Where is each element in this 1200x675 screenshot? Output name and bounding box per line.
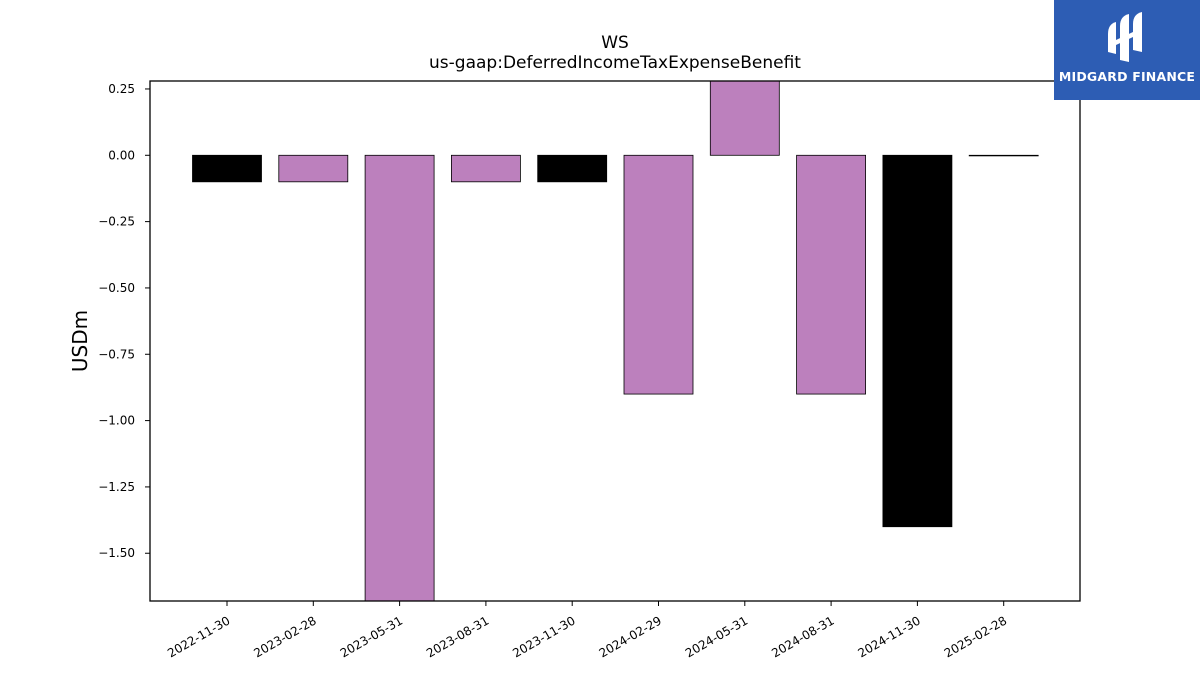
y-axis-label: USDm — [68, 310, 92, 372]
x-tick-label: 2022-11-30 — [165, 613, 232, 660]
y-axis: 0.25 0.00 −0.25 −0.50 −0.75 −1.00 −1.25 −1.50 — [98, 82, 150, 560]
x-tick-label: 2025-02-28 — [942, 613, 1009, 660]
bars-group — [192, 80, 1039, 602]
bar-2024-11-30 — [882, 154, 953, 528]
y-tick-label: −1.00 — [98, 414, 135, 428]
bar-2023-05-31 — [364, 154, 435, 602]
bar-2024-02-29 — [623, 154, 694, 395]
chart-title: WS — [601, 33, 629, 53]
x-tick-label: 2023-11-30 — [510, 613, 577, 660]
x-tick-label: 2023-08-31 — [424, 613, 491, 660]
bar-2025-02-28 — [968, 154, 1039, 157]
bar-2023-11-30 — [537, 154, 608, 183]
x-axis: 2022-11-30 2023-02-28 2023-05-31 2023-08-31… — [165, 601, 1009, 660]
chart-subtitle: us-gaap:DeferredIncomeTaxExpenseBenefit — [429, 53, 801, 73]
bar-2024-08-31 — [796, 154, 866, 395]
x-tick-label: 2024-02-29 — [597, 613, 664, 660]
y-tick-label: −1.50 — [98, 546, 135, 560]
bar-2022-11-30 — [192, 154, 262, 183]
x-tick-label: 2023-02-28 — [251, 613, 318, 660]
brand-logo-text: MIDGARD FINANCE — [1058, 69, 1196, 84]
x-tick-label: 2023-05-31 — [338, 613, 405, 660]
x-tick-label: 2024-08-31 — [769, 613, 836, 660]
brand-logo: MIDGARD FINANCE — [1054, 0, 1200, 100]
y-tick-label: −0.50 — [98, 281, 135, 295]
x-tick-label: 2024-11-30 — [855, 613, 922, 660]
y-tick-label: −0.75 — [98, 347, 135, 361]
y-tick-label: −1.25 — [98, 480, 135, 494]
bar-2023-08-31 — [450, 154, 521, 183]
y-tick-label: −0.25 — [98, 215, 135, 229]
y-tick-label: 0.25 — [108, 82, 135, 96]
y-tick-label: 0.00 — [108, 148, 135, 162]
midgard-logo-icon — [1108, 12, 1142, 62]
x-tick-label: 2024-05-31 — [683, 613, 750, 660]
plot-frame — [149, 80, 1081, 602]
bar-2023-02-28 — [278, 154, 349, 183]
bar-2024-05-31 — [709, 80, 780, 156]
